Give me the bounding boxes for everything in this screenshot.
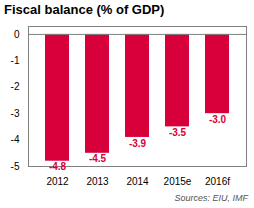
- html-text:Sources: EIU, IMF: Sources: EIU, IMF: [174, 193, 248, 203]
- svg-text:0: 0: [14, 29, 20, 40]
- svg-text:2012: 2012: [46, 176, 69, 187]
- svg-text:-3.5: -3.5: [169, 127, 187, 138]
- svg-text:-2: -2: [11, 81, 20, 92]
- svg-text:-4.5: -4.5: [89, 153, 107, 164]
- html-text:Fiscal balance (% of GDP): Fiscal balance (% of GDP): [4, 2, 165, 17]
- svg-text:-4: -4: [11, 134, 20, 145]
- svg-text:2016f: 2016f: [205, 176, 230, 187]
- svg-text:-3.9: -3.9: [129, 138, 147, 149]
- svg-text:2014: 2014: [126, 176, 149, 187]
- svg-text:-1: -1: [11, 55, 20, 66]
- svg-text:2015e: 2015e: [164, 176, 192, 187]
- svg-text:2013: 2013: [86, 176, 109, 187]
- svg-text:-4.8: -4.8: [49, 161, 67, 172]
- svg-text:-3: -3: [11, 108, 20, 119]
- svg-text:-3.0: -3.0: [209, 114, 227, 125]
- svg-text:-5: -5: [11, 161, 20, 172]
